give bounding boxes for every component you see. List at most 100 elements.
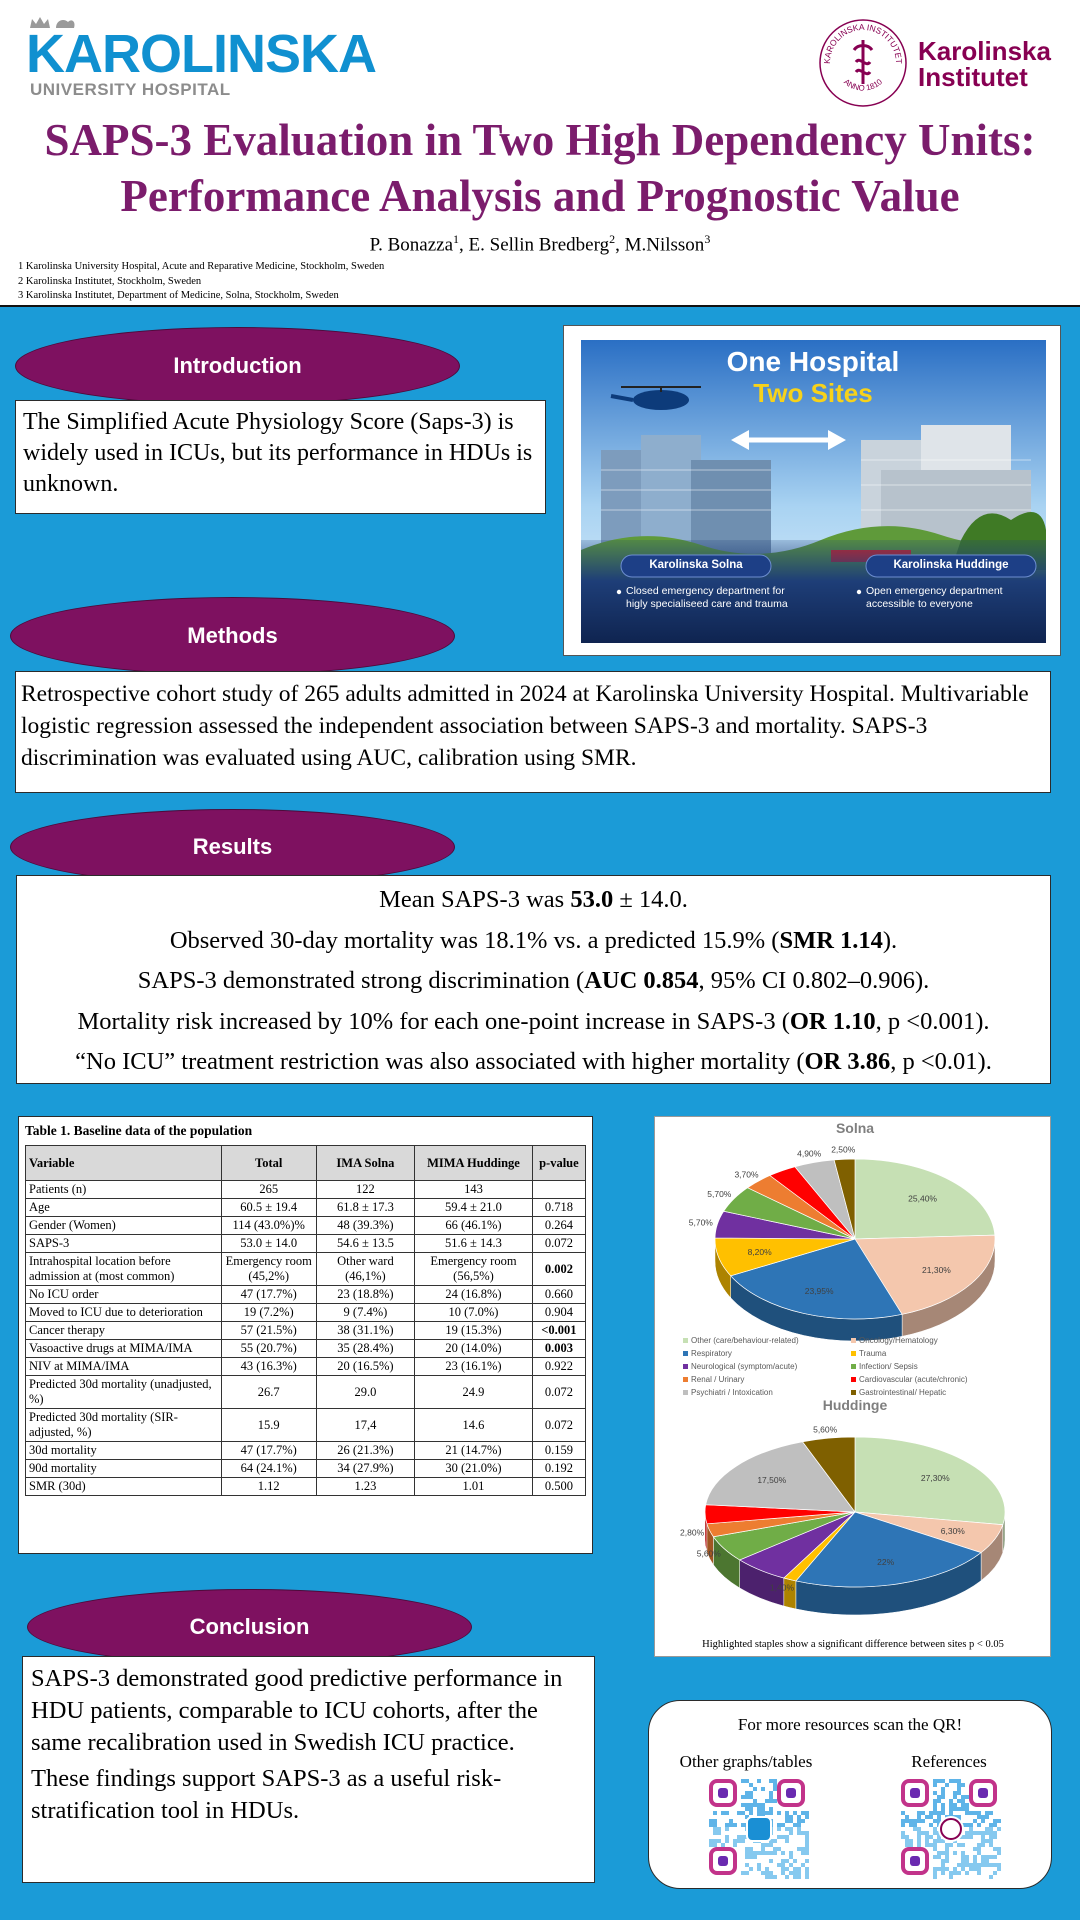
qr-module [789,1831,793,1835]
qr-module [737,1811,741,1815]
qr-finder [910,1788,920,1798]
qr-module [997,1827,1001,1831]
qr-module [769,1875,773,1879]
table-cell: 0.002 [531,1252,587,1286]
result-text: Observed 30-day mortality was 18.1% vs. … [169,926,780,954]
qr-module [961,1803,965,1807]
qr-module [941,1811,945,1815]
qr-module [741,1823,745,1827]
resources-box: For more resources scan the QR! Other gr… [648,1700,1052,1889]
table-cell: Age [25,1198,222,1217]
qr-module [749,1851,753,1855]
qr-module [973,1831,977,1835]
qr-module [785,1859,789,1863]
table-cell: Gender (Women) [25,1216,222,1235]
table-cell: 14.6 [414,1408,533,1442]
qr-module [949,1811,953,1815]
author-affil: 1 [453,232,460,246]
qr-module [957,1799,961,1803]
legend-swatch [851,1390,856,1395]
qr-module [757,1803,761,1807]
result-text: ). [882,926,898,954]
qr-module [985,1811,989,1815]
seal-year-path: ANNO 1810 [842,77,884,93]
qr-module [773,1851,777,1855]
qr-module [765,1867,769,1871]
qr-module [741,1803,745,1807]
table-row: Predicted 30d mortality (SIR-adjusted, %… [25,1408,587,1442]
table-row: Moved to ICU due to deterioration 19 (7.2… [25,1303,587,1322]
qr-module [981,1863,985,1867]
qr-module [805,1851,809,1855]
qr-module [973,1867,977,1871]
qr-module [957,1815,961,1819]
table-cell: 19 (7.2%) [220,1303,317,1322]
qr-module [949,1871,953,1875]
qr-module [925,1835,929,1839]
qr-module [969,1811,973,1815]
qr-module [797,1875,801,1879]
qr-code[interactable] [709,1779,809,1879]
qr-module [777,1847,781,1851]
qr-module [957,1871,961,1875]
table-cell: 20 (16.5%) [315,1357,416,1376]
qr-module [805,1839,809,1843]
qr-module [973,1819,977,1823]
qr-module [965,1855,969,1859]
site-pill [865,554,1037,578]
pie-value-label: 21,30% [922,1265,951,1275]
qr-module [965,1811,969,1815]
qr-module [933,1847,937,1851]
result-text: SAPS-3 demonstrated strong discriminatio… [137,967,585,994]
pie-slice [795,1511,982,1588]
pie-value-label: 25,40% [908,1193,937,1203]
qr-module [749,1807,753,1811]
result-text: ± 14.0. [613,886,688,913]
qr-module [957,1863,961,1867]
qr-module [933,1867,937,1871]
qr-module [945,1783,949,1787]
qr-module [933,1871,937,1875]
table-cell: 60.5 ± 19.4 [220,1198,317,1217]
table-header-row: Variable Total IMA Solna MIMA Huddinge p-val… [25,1145,587,1181]
logo-right-1: Karolinska [918,36,1051,66]
qr-module [929,1811,933,1815]
table-cell: 0.718 [531,1198,587,1217]
table-cell: 29.0 [315,1375,416,1409]
qr-module [769,1799,773,1803]
qr-module [933,1779,937,1783]
table-cell: SMR (30d) [25,1477,222,1496]
qr-module [961,1855,965,1859]
qr-module [933,1799,937,1803]
qr-module [789,1863,793,1867]
qr-module [961,1859,965,1863]
qr-module [969,1831,973,1835]
pie-value-label: 5,60% [697,1548,722,1558]
qr-module [929,1843,933,1847]
qr-module [949,1803,953,1807]
author-affil: 3 [704,232,711,246]
qr-module [725,1811,729,1815]
table-cell: 43 (16.3%) [220,1357,317,1376]
qr-code[interactable] [901,1779,1001,1879]
qr-module [969,1835,973,1839]
table-cell: 30d mortality [25,1441,222,1460]
qr-module [745,1795,749,1799]
qr-module [725,1835,729,1839]
qr-module [981,1855,985,1859]
intro-text: The Simplified Acute Physiology Score (S… [23,409,533,497]
qr-module [989,1863,993,1867]
qr-module [989,1839,993,1843]
table-cell: 55 (20.7%) [220,1339,317,1358]
qr-module [993,1863,997,1867]
author-name: P. Bonazza [369,234,454,256]
table-row: 90d mortality 64 (24.1%) 34 (27.9%) 30 (21.… [25,1459,587,1478]
qr-module [789,1851,793,1855]
table-cell: 122 [315,1180,416,1199]
qr-module [965,1835,969,1839]
table-row: Patients (n) 265 122 143 [25,1180,587,1199]
pie-slice [833,1158,856,1240]
hero-title: One Hospital [726,346,900,377]
qr-module [737,1839,741,1843]
pie-figure: Solna25,40%21,30%23,95%8,20%5,70%5,70%3,… [680,1120,1006,1650]
